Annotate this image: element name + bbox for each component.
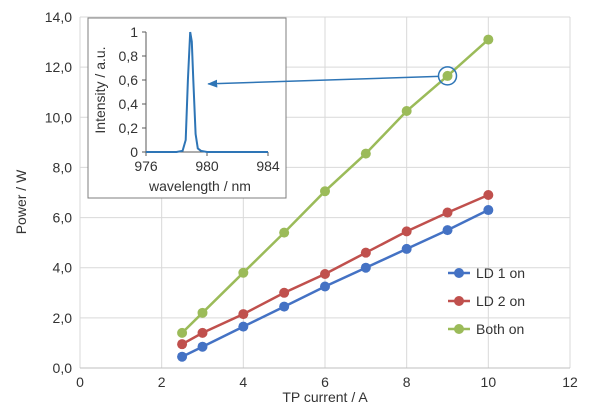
- data-point-series-2: [320, 268, 330, 279]
- data-point-series-1: [279, 301, 290, 312]
- inset-x-tick-label: 980: [195, 158, 219, 174]
- highlight-circle: [437, 66, 458, 86]
- annotation-group: [207, 66, 458, 88]
- inset-spectrum-line: [146, 31, 268, 153]
- y-tick-label: 10,0: [45, 109, 72, 125]
- x-tick-label: 6: [321, 374, 329, 390]
- data-point-series-2: [177, 339, 188, 350]
- data-point-series-2: [442, 207, 453, 218]
- y-tick-label: 0,0: [53, 360, 73, 376]
- legend: LD 1 on LD 2 on Both on: [448, 265, 525, 337]
- data-point-series-2: [483, 190, 494, 201]
- legend-label-3: Both on: [476, 321, 524, 337]
- legend-marker-1: [454, 268, 464, 278]
- data-point-series-3: [279, 227, 290, 238]
- data-point-series-3: [177, 327, 188, 338]
- data-point-series-1: [320, 281, 330, 292]
- data-point-series-1: [360, 262, 371, 273]
- y-axis-title: Power / W: [13, 169, 29, 234]
- inset-y-axis-title: Intensity / a.u.: [92, 46, 108, 133]
- data-point-series-1: [442, 225, 453, 236]
- data-point-series-1: [177, 351, 188, 362]
- data-point-series-3: [483, 34, 494, 45]
- data-point-series-3: [238, 267, 249, 278]
- main-series-group: [177, 34, 494, 362]
- inset-x-tick-label: 976: [134, 158, 158, 174]
- x-tick-label: 8: [403, 374, 411, 390]
- annotation-arrow: [207, 75, 439, 88]
- y-tick-label: 8,0: [53, 159, 73, 175]
- data-point-series-2: [279, 287, 290, 298]
- inset-y-tick-label: 0,4: [119, 96, 139, 112]
- y-tick-label: 14,0: [45, 9, 72, 25]
- x-tick-label: 0: [76, 374, 84, 390]
- x-tick-label: 4: [239, 374, 247, 390]
- inset-y-tick-label: 1: [130, 24, 138, 40]
- inset-x-tick-label: 984: [256, 158, 280, 174]
- legend-label-1: LD 1 on: [476, 265, 525, 281]
- data-point-series-1: [238, 321, 249, 332]
- data-point-series-2: [238, 309, 249, 320]
- inset-y-tick-label: 0: [130, 144, 138, 160]
- y-tick-label: 2,0: [53, 310, 73, 326]
- inset-x-axis-title: wavelength / nm: [148, 178, 251, 194]
- data-point-series-3: [320, 186, 330, 197]
- legend-label-2: LD 2 on: [476, 293, 525, 309]
- inset-series-group: [146, 31, 268, 153]
- data-point-series-2: [360, 247, 371, 258]
- y-tick-label: 12,0: [45, 59, 72, 75]
- legend-marker-2: [454, 296, 464, 306]
- x-tick-label: 2: [158, 374, 166, 390]
- y-tick-label: 6,0: [53, 210, 73, 226]
- data-point-series-2: [401, 226, 412, 237]
- x-axis-title: TP current / A: [282, 389, 368, 405]
- inset-y-tick-label: 0,6: [119, 72, 139, 88]
- inset-axes: 0 0,2 0,4 0,6 0,8 1 976 980 984: [119, 24, 280, 174]
- data-point-series-3: [442, 70, 453, 81]
- data-point-series-3: [197, 307, 208, 318]
- data-point-series-1: [401, 243, 412, 254]
- y-tick-label: 4,0: [53, 260, 73, 276]
- data-point-series-1: [197, 341, 208, 352]
- inset-y-tick-label: 0,8: [119, 48, 139, 64]
- inset-y-tick-label: 0,2: [119, 120, 139, 136]
- data-point-series-3: [401, 106, 412, 117]
- x-tick-label: 12: [562, 374, 578, 390]
- main-axes: 0,02,04,06,08,010,012,014,00 2 4 6 8 10 12: [45, 9, 578, 390]
- legend-marker-3: [454, 324, 464, 334]
- data-point-series-2: [197, 327, 208, 338]
- x-tick-label: 10: [481, 374, 497, 390]
- data-point-series-3: [360, 148, 371, 159]
- data-point-series-1: [483, 205, 494, 216]
